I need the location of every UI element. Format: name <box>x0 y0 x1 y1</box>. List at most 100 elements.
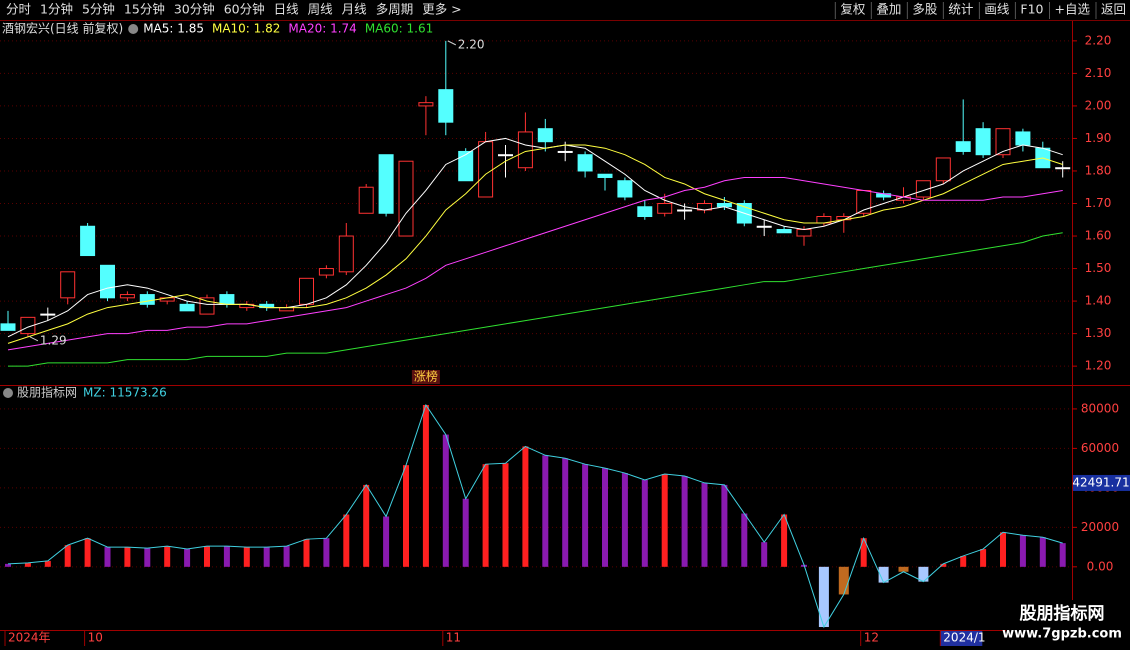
bar <box>741 513 748 567</box>
bar <box>422 404 429 567</box>
date-highlight <box>940 631 983 646</box>
toolbar-tab[interactable]: 60分钟 <box>224 2 265 17</box>
candle-body <box>537 128 553 143</box>
bar <box>223 546 230 567</box>
toolbar-button[interactable]: 统计 <box>948 2 973 17</box>
chart-title: 酒钢宏兴(日线 前复权) <box>2 21 123 36</box>
toolbar-button[interactable]: F10 <box>1020 2 1043 17</box>
x-tick-label: 12 <box>864 631 879 645</box>
candle-body <box>498 154 513 157</box>
bar <box>204 546 210 567</box>
toolbar-tab[interactable]: 30分钟 <box>174 2 215 17</box>
bar <box>64 545 71 567</box>
toolbar: 分时 1分钟 5分钟 15分钟 30分钟 60分钟 日线 周线 月线 多周期 更多 > 返回 +自选 F1… <box>6 2 1126 19</box>
toolbar-button[interactable]: 多股 <box>912 2 938 17</box>
bar <box>582 464 589 567</box>
bar <box>838 566 849 595</box>
legend-entry: MA60: 1.61 <box>365 22 433 36</box>
toolbar-tab[interactable]: 月线 <box>342 2 368 17</box>
toolbar-tab[interactable]: 1分钟 <box>40 2 73 17</box>
y-tick-label: 80000 <box>1081 401 1119 415</box>
toolbar-tab[interactable]: 5分钟 <box>82 2 115 17</box>
bar <box>343 514 350 567</box>
ma-line <box>7 176 1063 351</box>
bar <box>1039 537 1046 567</box>
candle-body <box>995 128 1011 156</box>
indicator-chart: 0.00200004000060000800002024年1011122024/… <box>0 385 1130 646</box>
bar <box>522 446 529 567</box>
bar <box>44 560 51 567</box>
candle-body <box>1055 167 1071 170</box>
y-tick-label: 1.70 <box>1085 196 1112 210</box>
bar <box>918 566 929 582</box>
candle-body <box>378 154 394 214</box>
toolbar-tab[interactable]: 更多 > <box>422 2 461 17</box>
toolbar-button[interactable]: 返回 <box>1101 2 1126 17</box>
toolbar-button[interactable]: 叠加 <box>876 2 901 17</box>
candle-body <box>637 206 653 218</box>
bar <box>701 482 708 567</box>
candle-body <box>577 154 593 172</box>
y-tick-label: 0.00 <box>1087 559 1114 573</box>
bar <box>562 458 569 567</box>
bar <box>1000 532 1006 567</box>
candle-body <box>597 173 613 178</box>
pane-icon <box>3 388 13 398</box>
x-tick-label: 2024/1 <box>943 631 985 645</box>
mz-line <box>7 403 1063 629</box>
tag-box <box>411 370 440 384</box>
bar <box>363 484 370 567</box>
y-tick-label: 20000 <box>1081 520 1119 534</box>
annotation-label: 2.20 <box>458 37 485 51</box>
annotation-arrow <box>29 336 39 342</box>
bar <box>263 547 270 567</box>
x-tick-label: 11 <box>446 631 461 645</box>
y-tick-label: 1.90 <box>1085 131 1112 145</box>
y-tick-label: 60000 <box>1081 441 1119 455</box>
watermark-url: www.7gpzb.com <box>1002 627 1122 642</box>
bar <box>818 566 829 628</box>
candle-body <box>119 294 135 299</box>
candle-body <box>60 271 76 299</box>
toolbar-button[interactable]: 画线 <box>984 2 1010 17</box>
candle-body <box>935 157 951 182</box>
bar <box>442 434 449 567</box>
bar <box>144 548 151 567</box>
candle-body <box>796 229 812 237</box>
legend-entry: MA20: 1.74 <box>288 22 356 36</box>
toolbar-tab[interactable]: 多周期 <box>376 2 414 17</box>
toolbar-button[interactable]: +自选 <box>1055 2 1091 17</box>
candle-body <box>40 313 56 316</box>
toolbar-tab[interactable]: 日线 <box>274 2 300 17</box>
bar <box>303 539 310 567</box>
toolbar-tab[interactable]: 分时 <box>6 2 32 17</box>
candle-body <box>139 294 155 305</box>
bar <box>602 468 608 567</box>
y-tick-label: 2.00 <box>1085 98 1112 112</box>
bar <box>104 547 111 567</box>
bar <box>184 549 191 567</box>
toolbar-tab[interactable]: 15分钟 <box>124 2 165 17</box>
candle-body <box>338 235 354 273</box>
candle-body <box>756 225 772 228</box>
legend-entry: MA5: 1.85 <box>143 22 204 36</box>
ma-icon <box>128 24 139 34</box>
toolbar-tab[interactable]: 周线 <box>308 2 334 17</box>
y-tick-label: 2.10 <box>1085 66 1112 80</box>
ma-line <box>7 137 1063 338</box>
y-tick-label: 2.20 <box>1085 33 1112 47</box>
y-tick-label: 1.30 <box>1085 326 1112 340</box>
toolbar-button[interactable]: 复权 <box>840 2 866 17</box>
candle-body <box>975 128 991 156</box>
ma-line <box>7 144 1063 344</box>
bar <box>621 473 628 567</box>
bar <box>661 474 668 567</box>
candle-body <box>0 323 16 331</box>
bar <box>323 538 330 567</box>
ma-line <box>8 232 1063 367</box>
bar <box>542 455 549 567</box>
bar <box>84 538 91 567</box>
candle-body <box>418 102 434 107</box>
candle-body <box>20 316 36 335</box>
